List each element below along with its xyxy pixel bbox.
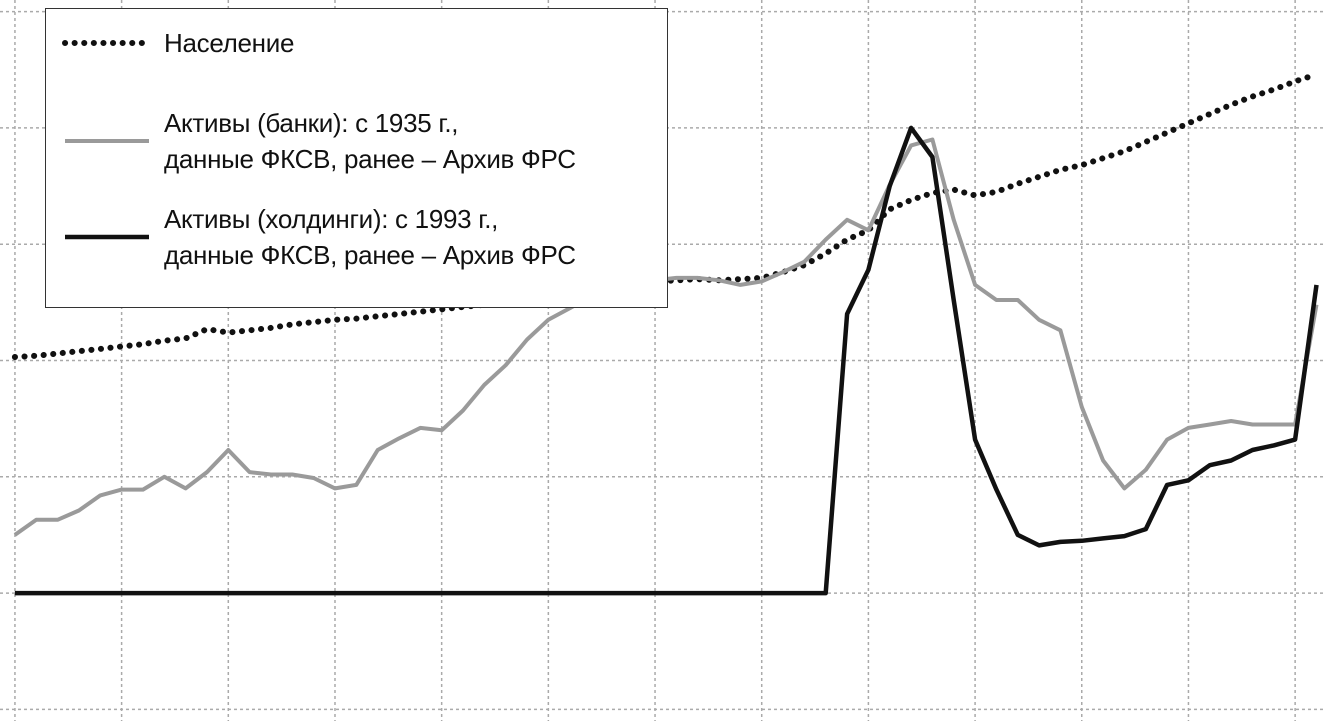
legend-label: Активы (холдинги): с 1993 г., данные ФКС…	[164, 204, 576, 270]
legend: Население Активы (банки): с 1935 г., данн…	[45, 8, 668, 308]
legend-swatch	[62, 40, 152, 46]
legend-swatch	[65, 234, 149, 240]
legend-label: Население	[164, 28, 295, 58]
legend-swatch	[65, 139, 149, 143]
series-line	[14, 125, 1319, 596]
legend-label: Активы (банки): с 1935 г., данные ФКСВ, …	[164, 108, 576, 174]
series-line	[11, 71, 1320, 360]
